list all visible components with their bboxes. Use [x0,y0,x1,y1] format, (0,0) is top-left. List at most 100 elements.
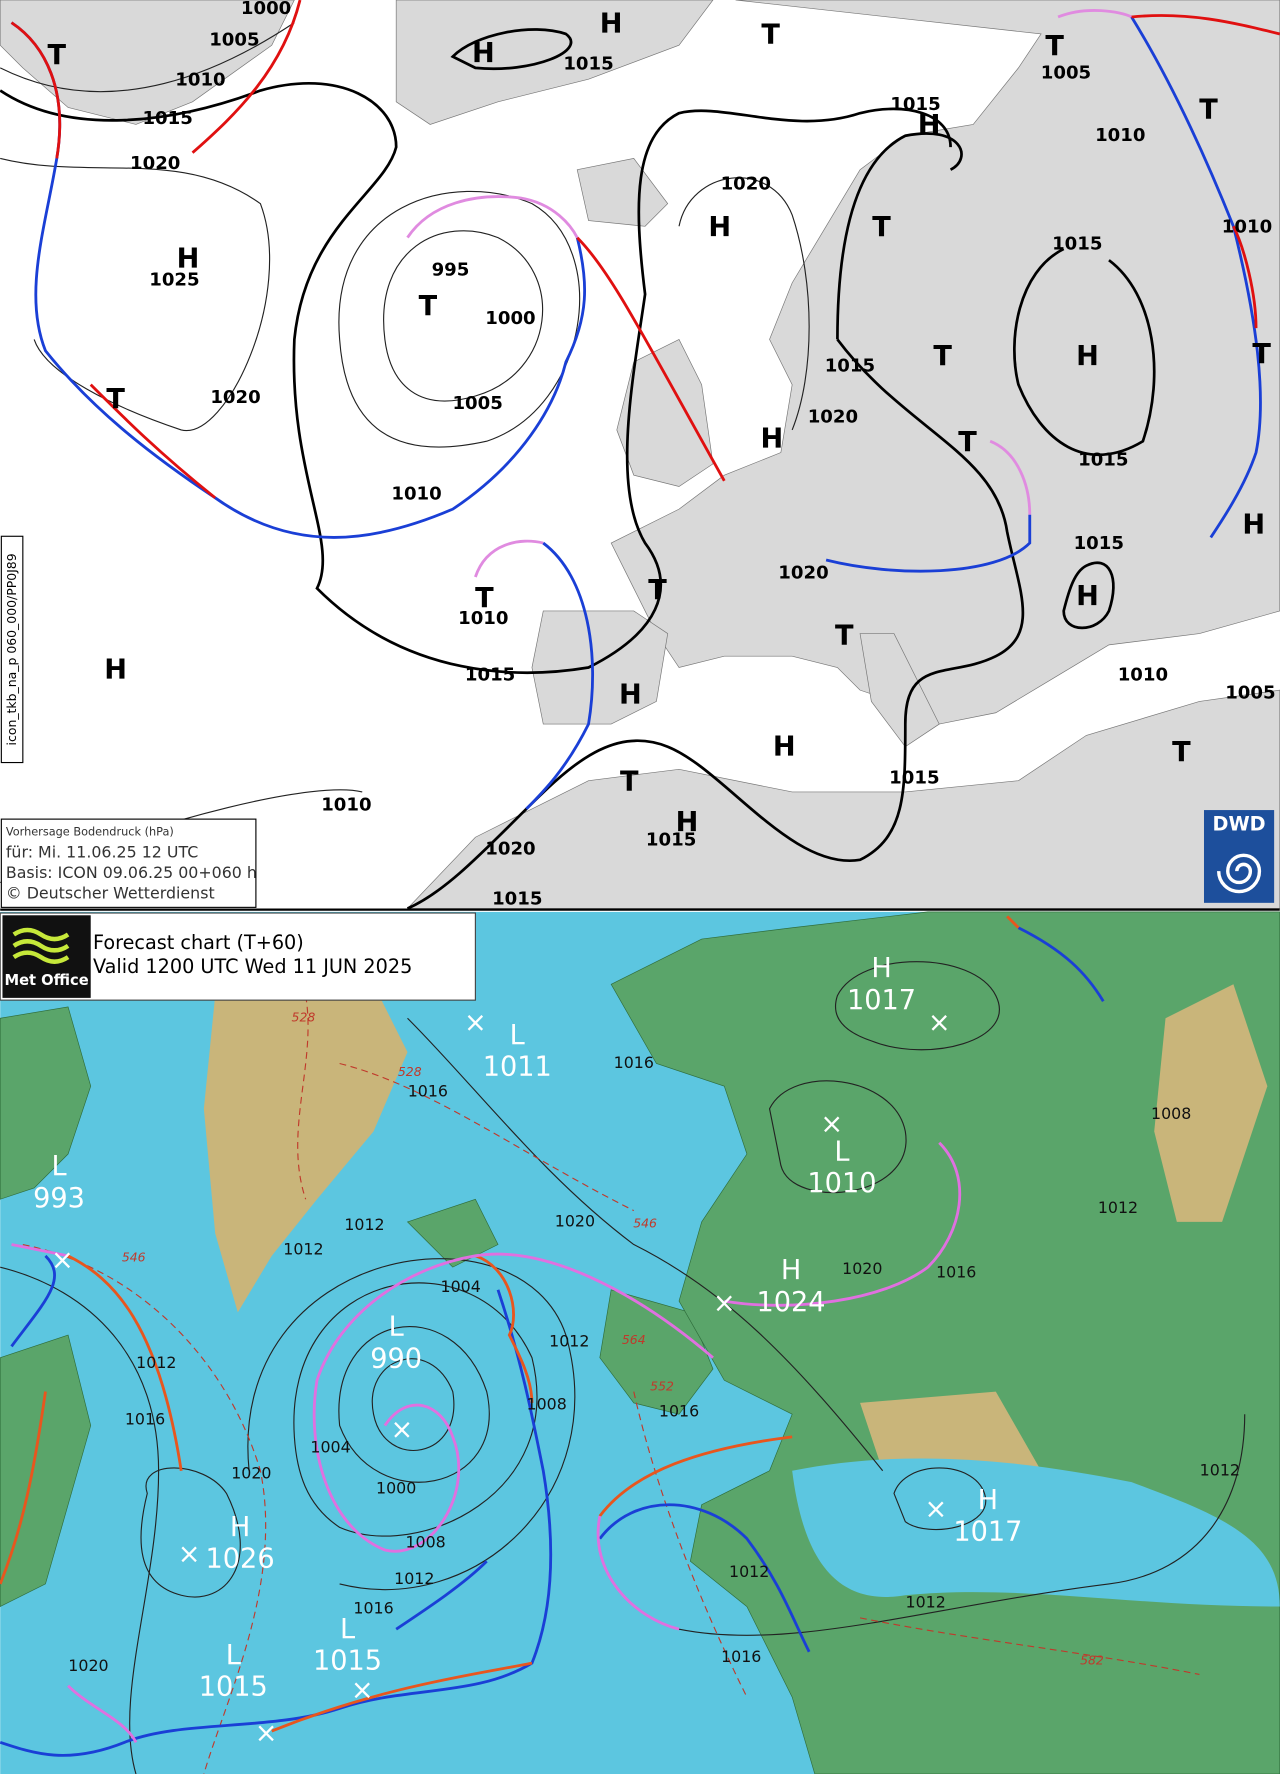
thickness-label: 552 [650,1379,674,1394]
isobar-label: 1016 [408,1081,448,1100]
isobar-label: 1010 [1222,216,1272,237]
isobar-label: 1016 [721,1647,761,1666]
pressure-center: H [676,807,699,838]
pressure-center: H [472,38,495,69]
isobar-label: 1012 [1200,1460,1240,1479]
centre-letter: L [389,1312,404,1343]
centre-pressure: 1015 [199,1672,268,1703]
isobar-bold [406,338,1025,910]
isobar-label: 1010 [321,795,371,816]
centre-letter: H [781,1255,801,1286]
isobar-label: 1025 [149,270,199,291]
land [0,1334,92,1608]
pressure-center: H [1076,581,1099,612]
valid-time: Valid 1200 UTC Wed 11 JUN 2025 [93,955,412,978]
centre-cross: × [351,1675,374,1706]
pressure-center: T [106,384,125,415]
isobar-bold [0,81,952,674]
isobar-label: 1015 [890,94,940,115]
thickness-label: 564 [622,1332,646,1347]
isobar-label: 1010 [391,483,441,504]
centre-cross: × [713,1288,736,1319]
isobar [338,190,581,448]
isobar-label: 1015 [492,888,542,909]
isobar-label: 1015 [889,767,939,788]
centre-letter: H [871,953,891,984]
land [406,1198,499,1268]
pressure-center: T [1199,94,1218,125]
isobar [140,1467,241,1598]
isobar-label: 1010 [458,608,508,629]
cold-front [525,16,1262,810]
pressure-center: H [1242,510,1265,541]
isobar-bold [836,132,963,340]
pressure-center: T [872,212,891,243]
isobar-label: 1010 [1118,664,1168,685]
pressure-center: T [48,40,67,71]
isobar-label: 1020 [210,387,260,408]
isobar-bold [1062,561,1115,630]
isobar [247,1258,576,1590]
centre-cross: × [464,1007,487,1038]
isobar [383,230,543,402]
thickness-label: 582 [1080,1652,1104,1667]
isobar [371,1358,455,1451]
isobar-label: 1015 [1078,449,1128,470]
isobar [834,961,1000,1051]
dwd-logo-text: DWD [1213,812,1266,835]
legend-box [0,818,257,908]
isobar-label: 1005 [1041,63,1091,84]
thickness-label: 546 [633,1216,657,1231]
isobar-label: 1005 [452,393,502,414]
pressure-center: T [475,583,494,614]
centre-letter: L [226,1640,241,1671]
land [0,0,295,125]
isobar-label: 1016 [353,1598,393,1617]
isobar [893,1467,987,1531]
land [395,0,714,125]
dwd-logo-swirl [1217,853,1262,894]
isobar-label: 1012 [906,1593,946,1612]
pressure-center: H [1076,341,1099,372]
chart-title: Forecast chart (T+60) [93,931,304,954]
centre-pressure: 1015 [313,1645,382,1676]
legend-line: für: Mi. 11.06.25 12 UTC [6,843,198,862]
isobar-label: 1012 [136,1353,176,1372]
isobar-label: 1020 [842,1259,882,1278]
isobar-label: 1000 [376,1478,416,1497]
relief [1154,984,1268,1222]
warm-front [1131,14,1280,329]
pressure-center: T [761,20,780,51]
land [859,633,940,748]
isobar-label: 1000 [241,0,291,19]
isobar [768,1080,907,1193]
pressure-center: T [1045,31,1064,62]
isobar-label: 1010 [175,69,225,90]
pressure-center: H [760,424,783,455]
pressure-center: T [835,620,854,651]
warm-front [0,915,1020,1733]
centre-pressure: 1026 [206,1544,275,1575]
isobar-label: 1012 [1098,1198,1138,1217]
isobar-label: 1016 [125,1409,165,1428]
isobar-label: 1004 [310,1438,350,1457]
isobar-label: 1012 [549,1331,589,1350]
centre-pressure: 1017 [953,1517,1022,1548]
isobar-label: 1012 [344,1215,384,1234]
isobar-label: 1020 [808,406,858,427]
thickness-label: 528 [398,1064,422,1079]
isobar-label: 1020 [231,1464,271,1483]
land [0,1006,92,1200]
isobar-label: 1020 [555,1211,595,1230]
land [616,338,714,487]
pressure-center: T [419,291,438,322]
side-label-box [0,535,24,764]
centre-cross: × [178,1539,201,1570]
isobar-bold [450,28,573,71]
thickness-label: 528 [292,1010,316,1025]
isobar-label: 1020 [130,153,180,174]
pressure-center: T [1172,737,1191,768]
warm-front [10,0,726,499]
isobar-label: 1012 [283,1240,323,1259]
